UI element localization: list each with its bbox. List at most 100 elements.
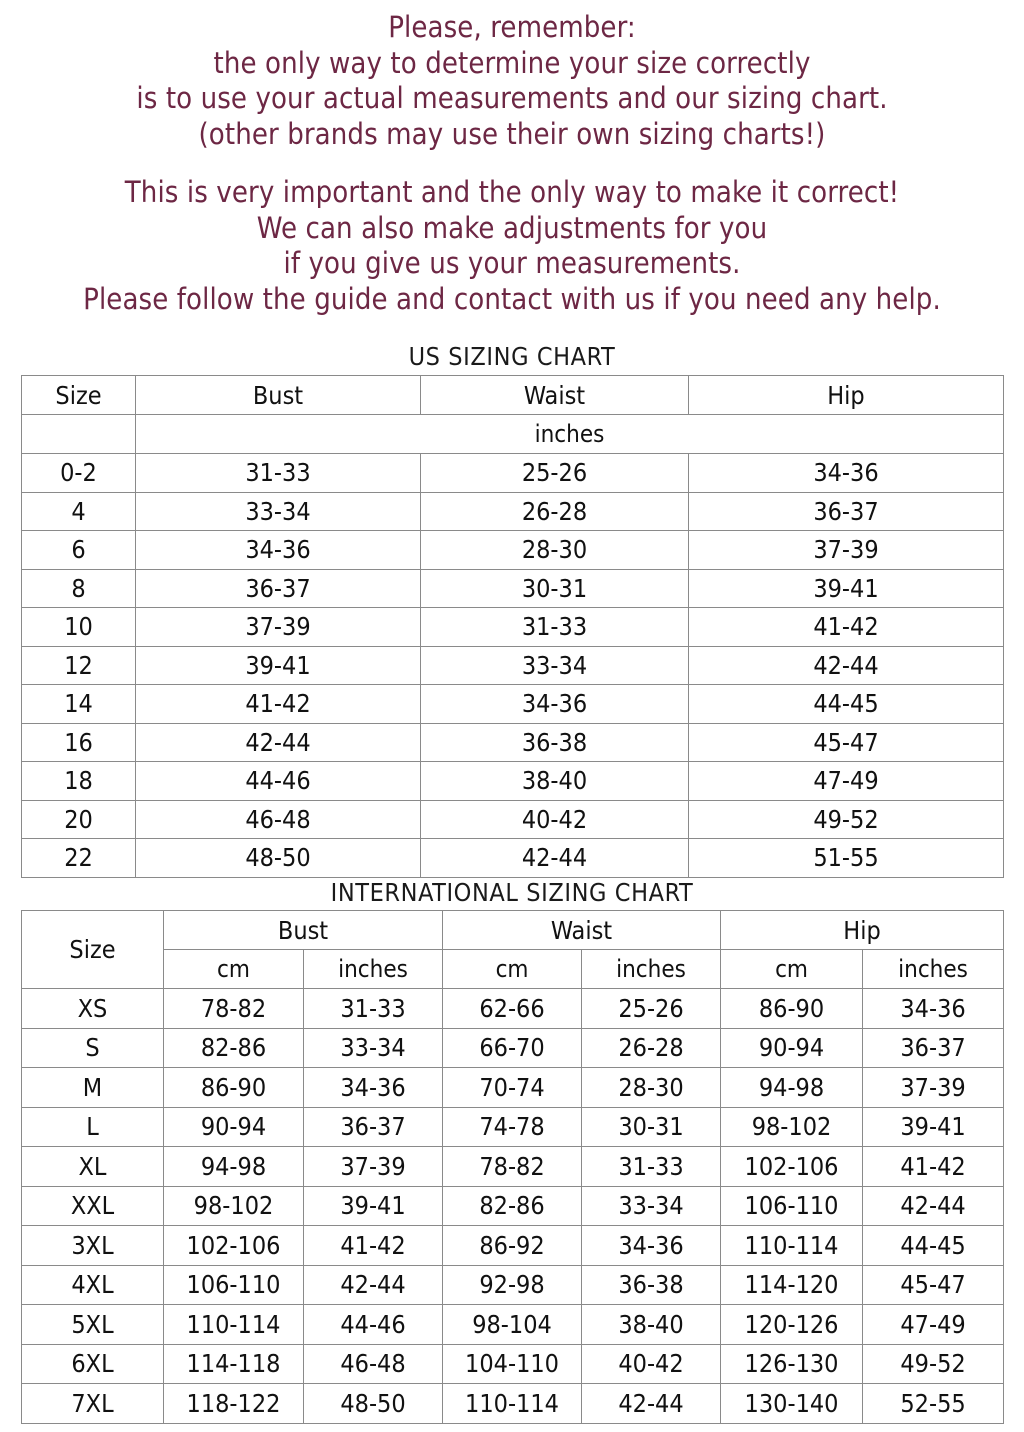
cell-waist: 31-33 <box>420 607 689 647</box>
cell-size: 18 <box>21 761 136 801</box>
cell-bust-inches: 33-34 <box>302 1027 444 1068</box>
cell-bust-inches: 48-50 <box>302 1383 444 1424</box>
notice-line: is to use your actual measurements and o… <box>136 81 888 115</box>
cell-waist-cm: 110-114 <box>442 1383 583 1424</box>
cell-waist-inches: 34-36 <box>581 1225 722 1266</box>
cell-hip: 41-42 <box>688 607 1004 647</box>
cell-waist-inches: 31-33 <box>581 1146 722 1187</box>
cell-size: 22 <box>21 838 136 878</box>
cell-size: 6XL <box>21 1343 164 1384</box>
cell-size: M <box>21 1067 164 1108</box>
cell-bust-cm: 82-86 <box>163 1027 304 1068</box>
cell-waist-cm: 66-70 <box>442 1027 583 1068</box>
column-header-bust: Bust <box>135 375 421 415</box>
table-row: 16 42-44 36-38 45-47 <box>21 722 1004 762</box>
cell-waist-cm: 70-74 <box>442 1067 583 1108</box>
cell-waist-cm: 86-92 <box>442 1225 583 1266</box>
notice-line: if you give us your measurements. <box>283 246 741 280</box>
international-sizing-table: Size Bust Waist Hip cm inches cm inches … <box>21 910 1005 1424</box>
table-row: 14 41-42 34-36 44-45 <box>21 684 1004 724</box>
notice-line: (other brands may use their own sizing c… <box>198 116 826 151</box>
cell-bust: 33-34 <box>135 491 421 531</box>
cell-waist: 42-44 <box>420 838 689 878</box>
notice-line: the only way to determine your size corr… <box>213 45 811 80</box>
cell-waist-inches: 38-40 <box>581 1304 722 1345</box>
cell-waist-cm: 104-110 <box>442 1343 583 1384</box>
cell-size: 0-2 <box>21 453 136 493</box>
cell-bust-inches: 37-39 <box>302 1146 444 1187</box>
cell-waist: 38-40 <box>420 761 689 801</box>
table-row: M 86-90 34-36 70-74 28-30 94-98 37-39 <box>21 1067 1005 1108</box>
table-row: 8 36-37 30-31 39-41 <box>21 568 1004 608</box>
table-row: 10 37-39 31-33 41-42 <box>21 607 1004 647</box>
cell-bust: 42-44 <box>135 722 421 762</box>
notice-line: Please follow the guide and contact with… <box>83 281 941 316</box>
cell-hip-cm: 120-126 <box>720 1304 864 1345</box>
cell-bust-inches: 41-42 <box>302 1225 444 1266</box>
table-row: 18 44-46 38-40 47-49 <box>21 761 1004 801</box>
cell-bust-cm: 78-82 <box>163 988 304 1029</box>
table-row: 22 48-50 42-44 51-55 <box>21 838 1004 878</box>
cell-size: L <box>21 1106 164 1147</box>
international-table-body: XS 78-82 31-33 62-66 25-26 86-90 34-36 S… <box>21 988 1005 1424</box>
cell-size: 16 <box>21 722 136 762</box>
table-row: 4XL 106-110 42-44 92-98 36-38 114-120 45… <box>21 1264 1005 1305</box>
cell-bust-inches: 42-44 <box>302 1264 444 1305</box>
cell-hip: 47-49 <box>688 761 1004 801</box>
cell-waist-cm: 74-78 <box>442 1106 583 1147</box>
cell-bust: 48-50 <box>135 838 421 878</box>
cell-bust: 37-39 <box>135 607 421 647</box>
cell-size: 6 <box>21 530 136 570</box>
cell-size: XXL <box>21 1185 164 1226</box>
cell-waist: 40-42 <box>420 799 689 839</box>
cell-waist-cm: 92-98 <box>442 1264 583 1305</box>
table-row: XL 94-98 37-39 78-82 31-33 102-106 41-42 <box>21 1146 1005 1187</box>
cell-waist-cm: 78-82 <box>442 1146 583 1187</box>
cell-hip-cm: 102-106 <box>720 1146 864 1187</box>
cell-bust-inches: 34-36 <box>302 1067 444 1108</box>
cell-waist-inches: 25-26 <box>581 988 722 1029</box>
unit-row-size-blank <box>21 414 136 454</box>
cell-size: 10 <box>21 607 136 647</box>
cell-bust-inches: 31-33 <box>302 988 444 1029</box>
notice-block-secondary: This is very important and the only way … <box>0 175 1024 317</box>
cell-hip-inches: 45-47 <box>862 1264 1005 1305</box>
cell-size: 5XL <box>21 1304 164 1345</box>
cell-size: 8 <box>21 568 136 608</box>
table-row: L 90-94 36-37 74-78 30-31 98-102 39-41 <box>21 1106 1005 1147</box>
column-header-bust: Bust <box>162 910 444 950</box>
table-row: 6XL 114-118 46-48 104-110 40-42 126-130 … <box>21 1343 1005 1384</box>
column-header-hip: Hip <box>688 375 1004 415</box>
cell-waist: 25-26 <box>420 453 689 493</box>
cell-hip-inches: 34-36 <box>862 988 1005 1029</box>
cell-hip: 37-39 <box>688 530 1004 570</box>
cell-bust-inches: 39-41 <box>302 1185 444 1226</box>
subheader-bust-cm: cm <box>163 949 304 989</box>
subheader-waist-inches: inches <box>581 949 722 989</box>
table-row: 6 34-36 28-30 37-39 <box>21 530 1004 570</box>
table-row: 5XL 110-114 44-46 98-104 38-40 120-126 4… <box>21 1304 1005 1345</box>
cell-hip-cm: 94-98 <box>720 1067 864 1108</box>
table-row: 0-2 31-33 25-26 34-36 <box>21 453 1004 493</box>
cell-hip-inches: 42-44 <box>862 1185 1005 1226</box>
cell-size: 14 <box>21 684 136 724</box>
subheader-bust-inches: inches <box>302 949 444 989</box>
international-sizing-chart-title: INTERNATIONAL SIZING CHART <box>330 878 694 907</box>
table-row: XXL 98-102 39-41 82-86 33-34 106-110 42-… <box>21 1185 1005 1226</box>
cell-waist-cm: 82-86 <box>442 1185 583 1226</box>
cell-hip-cm: 114-120 <box>720 1264 864 1305</box>
cell-bust: 36-37 <box>135 568 421 608</box>
cell-hip-cm: 110-114 <box>720 1225 864 1266</box>
cell-waist: 36-38 <box>420 722 689 762</box>
cell-hip-inches: 44-45 <box>862 1225 1005 1266</box>
cell-bust-inches: 46-48 <box>302 1343 444 1384</box>
cell-waist-inches: 26-28 <box>581 1027 722 1068</box>
cell-hip: 45-47 <box>688 722 1004 762</box>
cell-waist-inches: 30-31 <box>581 1106 722 1147</box>
cell-hip-cm: 86-90 <box>720 988 864 1029</box>
cell-hip: 39-41 <box>688 568 1004 608</box>
cell-waist-cm: 98-104 <box>442 1304 583 1345</box>
cell-size: 4 <box>21 491 136 531</box>
cell-waist: 28-30 <box>420 530 689 570</box>
column-header-size: Size <box>21 910 164 989</box>
